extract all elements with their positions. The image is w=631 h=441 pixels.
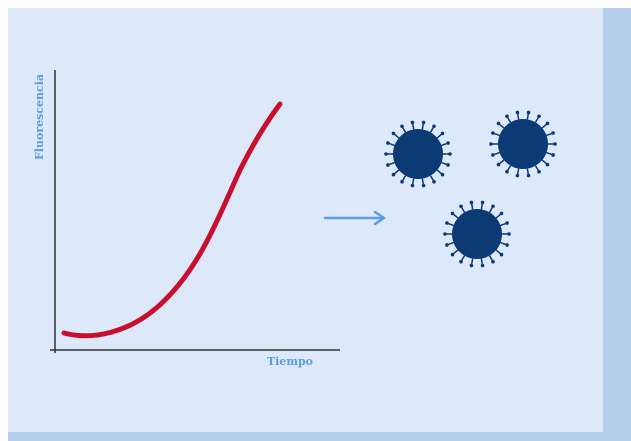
spike-tip xyxy=(480,263,485,268)
spike-tip xyxy=(445,221,449,225)
spike-tip xyxy=(551,131,555,135)
spike-tip xyxy=(545,121,550,126)
spike-tip xyxy=(440,131,445,136)
spike-tip xyxy=(450,211,455,216)
spike-tip xyxy=(445,243,449,247)
virus xyxy=(443,200,511,268)
spike-tip xyxy=(496,162,501,167)
spike-tip xyxy=(443,232,447,236)
spike-tip xyxy=(491,259,495,264)
spike-tip xyxy=(446,141,450,145)
spike-tip xyxy=(505,114,509,119)
growth-curve xyxy=(61,101,283,339)
virus xyxy=(489,110,557,178)
spike-tip xyxy=(499,211,504,216)
panel xyxy=(8,8,603,432)
spike-tip xyxy=(489,142,493,146)
spike-tip xyxy=(391,172,396,177)
spike-tip xyxy=(505,243,509,247)
spike-tip xyxy=(469,263,474,268)
spike-tip xyxy=(499,252,504,257)
spike-tip xyxy=(526,173,531,178)
spike-tip xyxy=(450,252,455,257)
spike-tip xyxy=(386,141,390,145)
spike-tip xyxy=(446,163,450,167)
spike-tip xyxy=(440,172,445,177)
spike-tip xyxy=(491,204,495,209)
virus xyxy=(384,120,452,188)
spike-tip xyxy=(507,232,511,236)
spike-tip xyxy=(384,152,388,156)
spike-tip xyxy=(432,179,436,184)
spike-tip xyxy=(410,183,415,188)
spike-tip xyxy=(515,110,520,115)
spike-tip xyxy=(515,173,520,178)
spike-tip xyxy=(421,120,426,125)
spike-tip xyxy=(421,183,426,188)
spike-tip xyxy=(400,179,404,184)
spike-tip xyxy=(491,153,495,157)
spike-tip xyxy=(526,110,531,115)
spike-tip xyxy=(410,120,415,125)
viruses xyxy=(384,110,557,268)
spike-tip xyxy=(553,142,557,146)
spike-tip xyxy=(480,200,485,205)
spike-tip xyxy=(505,169,509,174)
spike-tip xyxy=(386,163,390,167)
spike-tip xyxy=(400,124,404,129)
spike-tip xyxy=(459,204,463,209)
spike-tip xyxy=(469,200,474,205)
arrow xyxy=(323,210,386,226)
spike-tip xyxy=(491,131,495,135)
spike-tip xyxy=(505,221,509,225)
spike-tip xyxy=(537,114,541,119)
spike-tip xyxy=(432,124,436,129)
x-axis-label: Tiempo xyxy=(267,355,313,368)
y-axis-label: Fluorescencia xyxy=(33,74,46,160)
spike-tip xyxy=(448,152,452,156)
spike-tip xyxy=(537,169,541,174)
virus-body xyxy=(498,119,548,169)
virus-body xyxy=(393,129,443,179)
spike-tip xyxy=(551,153,555,157)
bottom-strip xyxy=(8,432,631,441)
side-strip xyxy=(603,8,631,441)
spike-tip xyxy=(496,121,501,126)
spike-tip xyxy=(459,259,463,264)
spike-tip xyxy=(545,162,550,167)
virus-body xyxy=(452,209,502,259)
spike-tip xyxy=(391,131,396,136)
